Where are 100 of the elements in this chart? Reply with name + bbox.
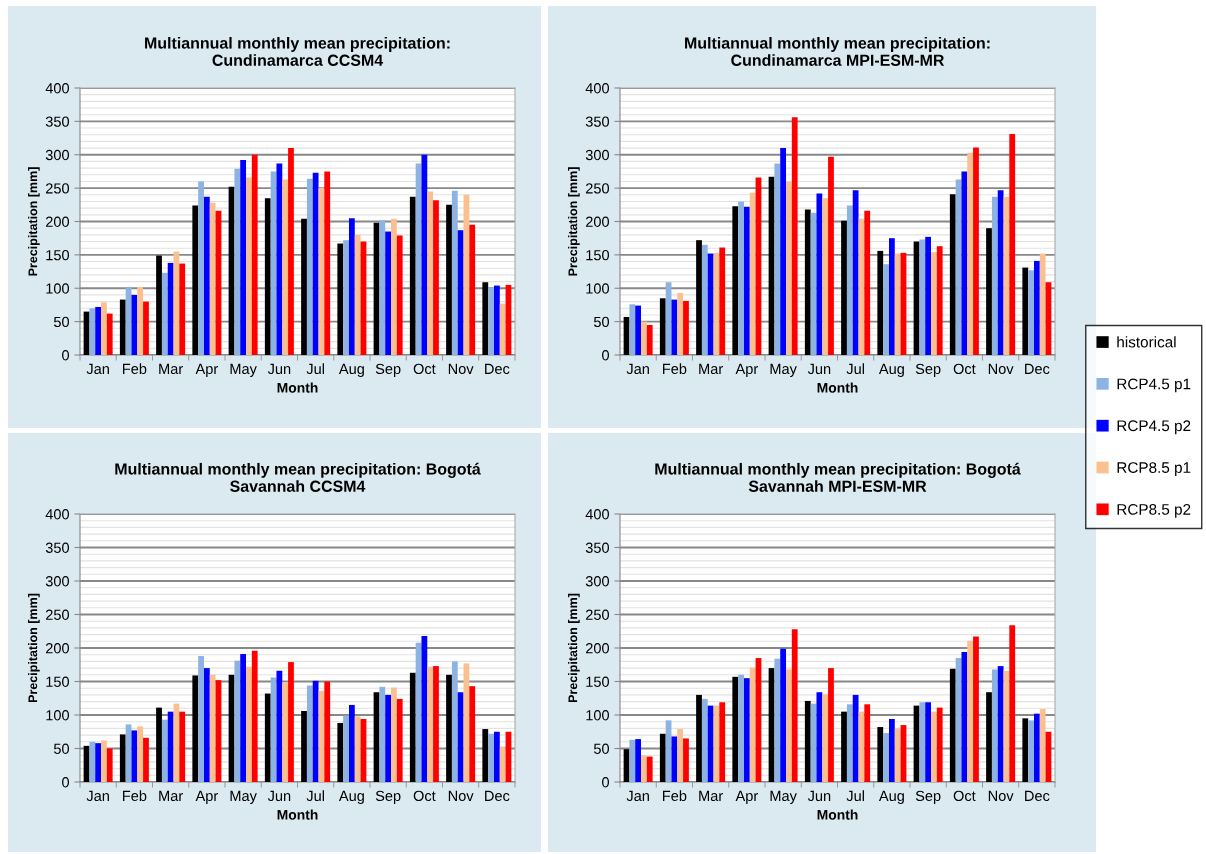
bar [301,710,307,782]
bar [167,262,174,355]
bar [203,668,210,782]
bar [469,686,476,782]
x-tick-label: Aug [878,790,904,804]
bar [119,299,126,355]
y-tick-label: 300 [585,149,610,161]
bar [991,669,998,782]
bar [888,238,895,355]
bar [446,204,452,355]
bar [786,181,792,355]
bar [864,210,871,355]
bar [986,692,992,782]
bar [288,662,294,782]
bar [209,674,216,782]
y-tick-label: 400 [45,509,70,520]
bar [786,669,792,782]
bar [234,168,241,355]
bar [409,672,416,782]
bar [949,668,956,782]
x-axis-title: Month [277,809,318,820]
x-tick-label: May [770,790,797,804]
x-tick-label: Nov [988,363,1014,375]
bar [846,704,853,782]
bar [385,231,392,355]
y-tick-label: 50 [53,743,70,754]
y-axis-title: Precipitation [mm] [568,167,580,276]
bar [931,252,937,355]
bar [1028,270,1034,355]
bar [1039,708,1046,782]
bar [936,246,943,355]
x-tick-label: Jan [626,363,649,375]
y-tick-label: 350 [45,542,70,553]
bar [841,220,847,355]
y-tick-label: 150 [586,249,610,261]
x-tick-label: Oct [953,790,976,802]
bar [433,200,439,355]
x-tick-label: Apr [735,363,758,377]
bar [324,171,331,355]
y-tick-label: 50 [593,316,610,328]
bar [106,313,113,355]
bar [246,666,252,782]
y-tick-label: 400 [585,83,610,94]
bar [919,239,926,355]
bar [852,694,859,782]
y-tick-label: 100 [586,283,610,294]
bar [1022,267,1029,355]
bar [179,263,186,355]
bar [629,739,636,782]
y-tick-label: 400 [45,83,70,94]
bar [707,705,714,782]
bar [677,292,684,355]
bar [119,734,126,782]
bar [997,666,1004,782]
bar [251,154,258,355]
bar [198,656,204,782]
y-tick-label: 300 [585,576,610,587]
bar [1033,260,1040,355]
x-tick-label: May [230,363,257,377]
y-tick-label: 50 [53,316,70,328]
x-tick-label: Feb [123,790,147,802]
bar [732,676,739,782]
bar [337,723,344,782]
bar [883,264,889,355]
bar [659,733,666,782]
bar [822,694,829,782]
bar [379,686,386,782]
bar [738,201,744,355]
bar [877,250,884,355]
x-tick-label: Dec [1025,363,1050,375]
bar [264,198,271,355]
bar [161,272,168,355]
bar [137,286,144,355]
bar [791,629,798,782]
x-tick-label: Mar [699,790,723,802]
bar [391,687,397,782]
x-tick-label: Feb [663,363,687,375]
bar [282,682,289,782]
y-tick-label: 250 [585,183,610,194]
bar [427,666,434,782]
bar [774,658,781,782]
bar [482,729,489,782]
bar [343,715,349,782]
y-tick-label: 100 [46,283,70,294]
x-tick-label: Jul [846,363,864,375]
bar [1028,720,1034,782]
y-tick-label: 250 [585,609,610,620]
y-axis-title: Precipitation [mm] [28,167,40,276]
bar [209,202,216,355]
bar [791,117,798,355]
bar [421,154,428,355]
bar [894,253,901,355]
bar [343,240,349,355]
bar [1009,625,1016,782]
bar [1009,134,1016,355]
bar [828,156,834,355]
x-tick-label: Feb [123,363,147,375]
bar [780,648,787,782]
x-tick-label: Sep [375,363,401,377]
bar [877,727,884,782]
